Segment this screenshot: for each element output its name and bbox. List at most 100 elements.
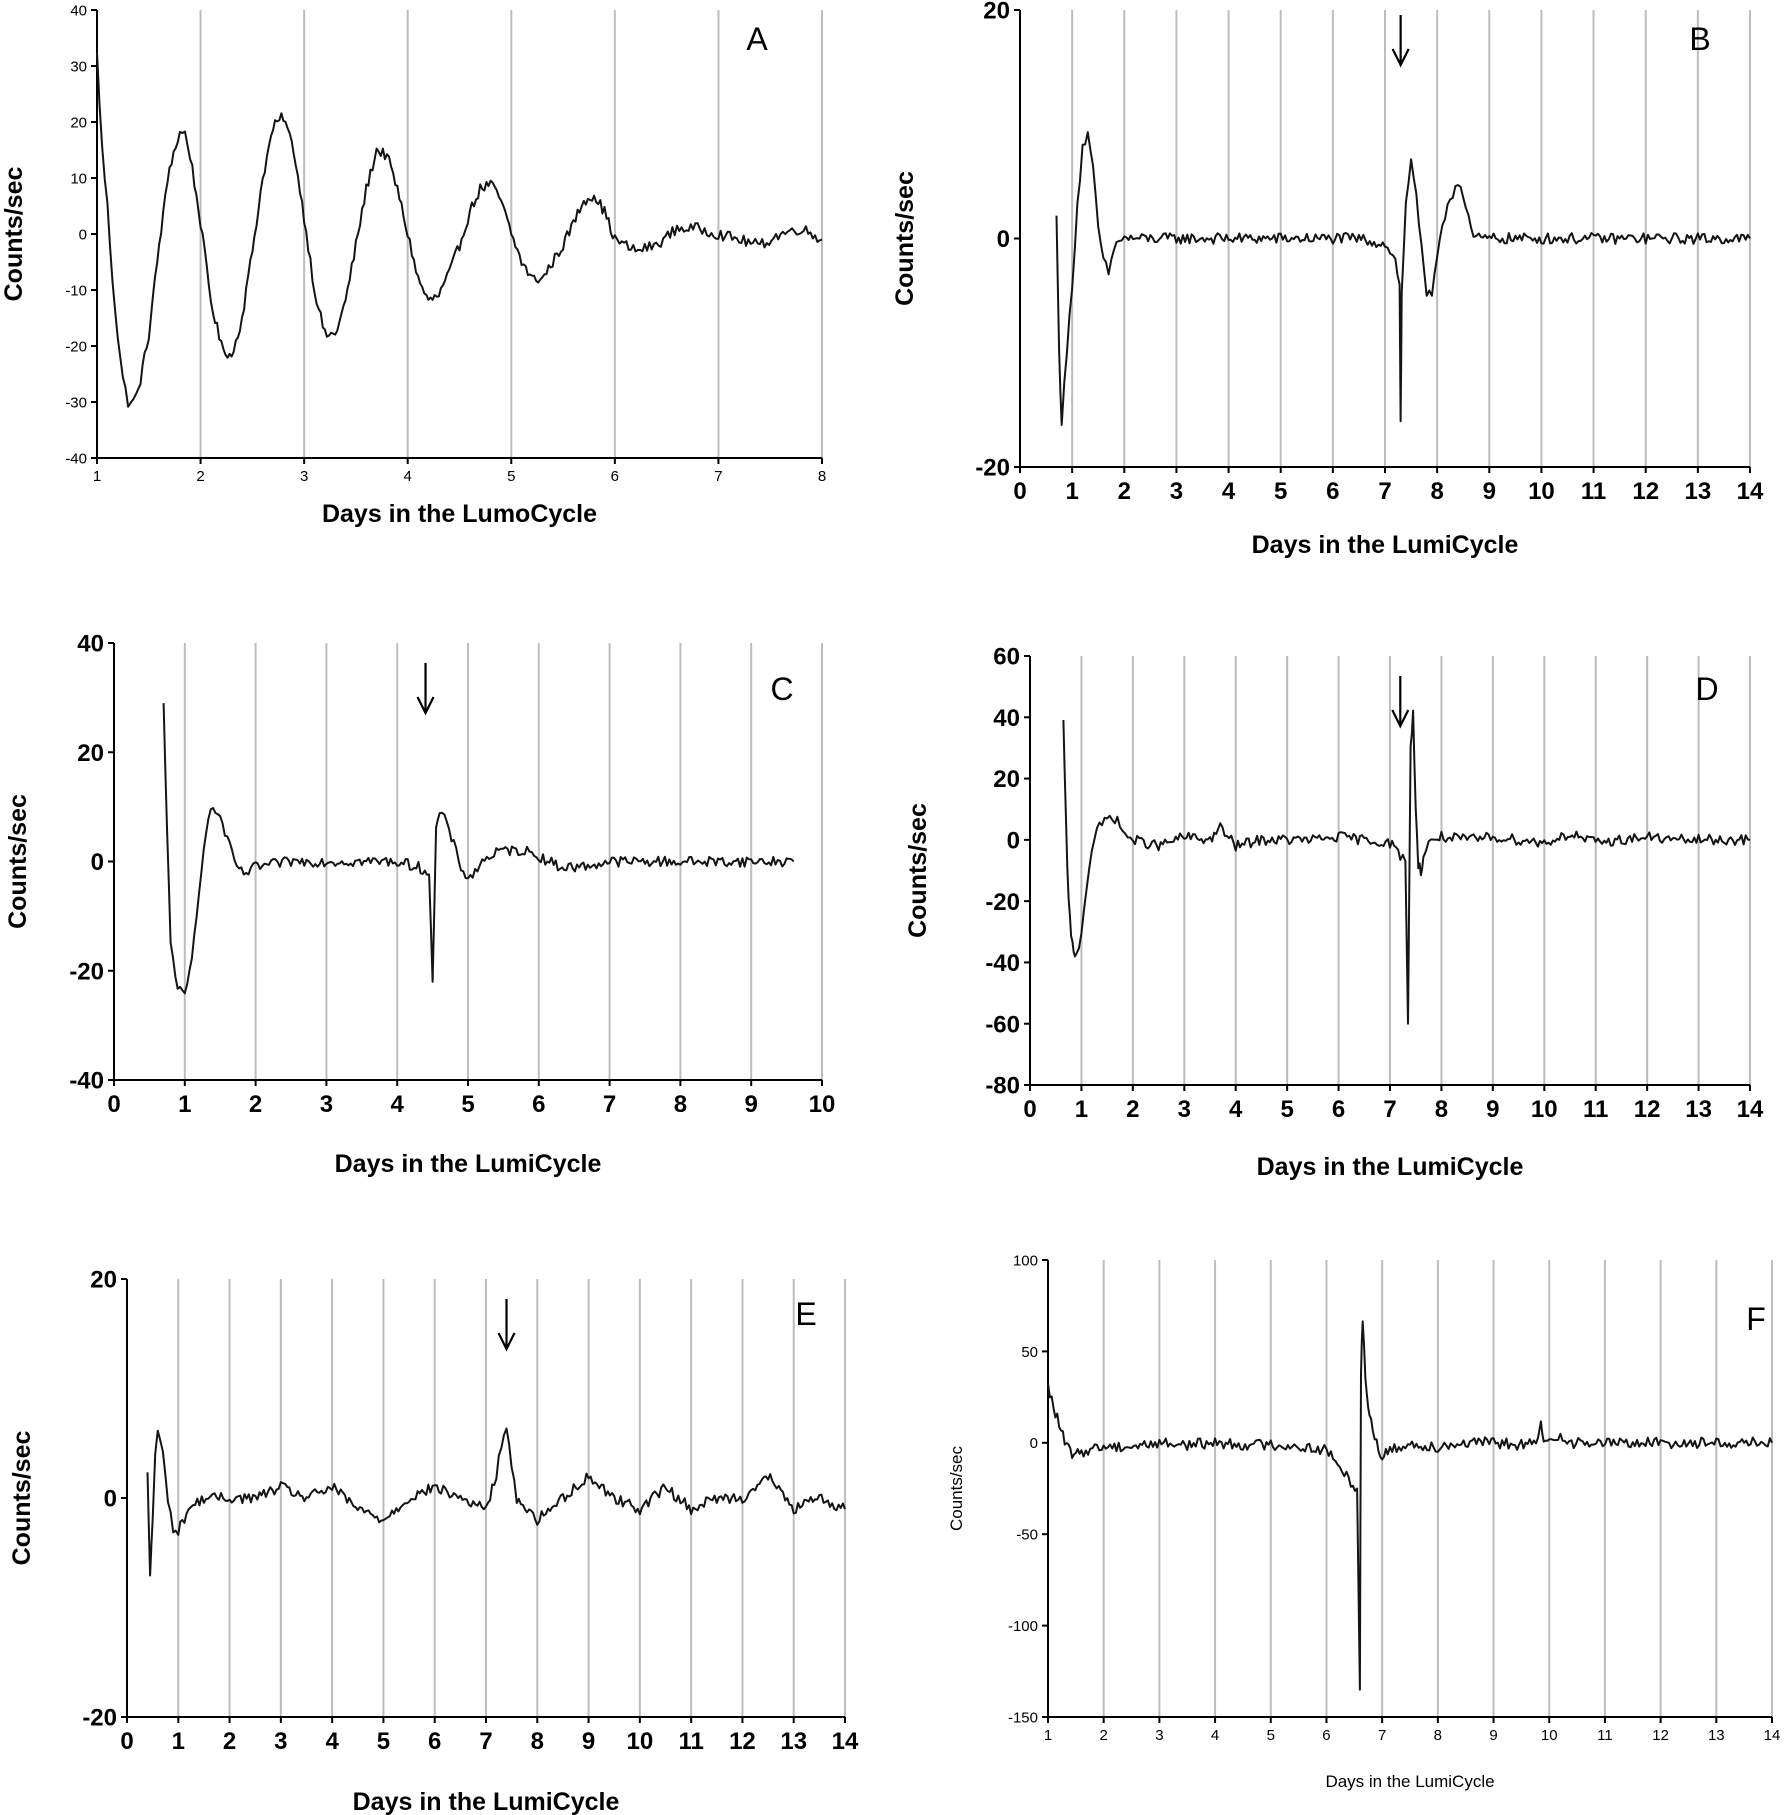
x-tick-label: 12 (1634, 1096, 1661, 1123)
x-tick-label: 4 (1229, 1096, 1243, 1123)
x-tick-label: 11 (678, 1728, 703, 1755)
x-tick-label: 2 (249, 1091, 262, 1118)
x-tick-label: 12 (1652, 1727, 1669, 1744)
x-tick-label: 10 (627, 1728, 654, 1755)
y-tick-label: 0 (1007, 827, 1020, 854)
x-tick-label: 0 (1013, 478, 1026, 505)
x-tick-label: 3 (300, 468, 308, 485)
x-axis-title: Days in the LumiCycle (1325, 1772, 1494, 1791)
x-tick-label: 6 (611, 468, 619, 485)
x-tick-label: 8 (1435, 1096, 1448, 1123)
y-tick-label: 100 (1013, 1252, 1038, 1269)
x-axis-title: Days in the LumoCycle (322, 500, 597, 528)
x-tick-label: 7 (1378, 478, 1391, 505)
x-tick-label: 7 (1378, 1727, 1386, 1744)
panel-a: -40 -30 -20 -10 0 10 20 30 40 1 2 3 4 5 6 7 8 Days in the… (0, 2, 826, 528)
x-tick-label: 11 (1583, 1096, 1608, 1123)
series-line (96, 52, 823, 408)
treatment-arrow (1391, 676, 1410, 729)
y-tick-label: -40 (69, 1068, 104, 1095)
treatment-arrow (1391, 15, 1410, 68)
y-axis-title: Counts/sec (947, 1445, 966, 1531)
y-tick-label: 40 (70, 2, 87, 19)
x-tick-label: 7 (603, 1091, 616, 1118)
treatment-arrow (497, 1299, 516, 1352)
x-tick-label: 3 (1155, 1727, 1163, 1744)
x-tick-label: 10 (1528, 478, 1555, 505)
x-tick-label: 11 (1581, 478, 1606, 505)
panel-letter: B (1689, 21, 1710, 57)
x-tick-label: 4 (391, 1091, 405, 1118)
x-tick-label: 0 (107, 1091, 120, 1118)
x-tick-label: 10 (1531, 1096, 1558, 1123)
y-tick-label: -50 (1016, 1527, 1038, 1544)
x-tick-label: 3 (274, 1728, 287, 1755)
series-line (1055, 131, 1751, 426)
x-tick-label: 12 (729, 1728, 756, 1755)
x-tick-label: 4 (1211, 1727, 1219, 1744)
y-axis-title: Counts/sec (4, 794, 32, 929)
x-tick-label: 12 (1632, 478, 1659, 505)
x-tick-label: 5 (1267, 1727, 1275, 1744)
y-tick-label: 0 (1030, 1435, 1038, 1452)
x-tick-label: 5 (507, 468, 515, 485)
x-tick-label: 2 (1126, 1096, 1139, 1123)
x-tick-label: 7 (1383, 1096, 1396, 1123)
series-line (1062, 709, 1751, 1025)
x-tick-label: 1 (172, 1728, 185, 1755)
x-tick-label: 6 (1332, 1096, 1345, 1123)
y-tick-label: 0 (104, 1486, 117, 1513)
x-tick-label: 10 (809, 1091, 836, 1118)
y-tick-label: -80 (985, 1073, 1020, 1100)
x-axis-title: Days in the LumiCycle (335, 1150, 602, 1178)
x-tick-label: 6 (1326, 478, 1339, 505)
x-tick-label: 7 (479, 1728, 492, 1755)
x-tick-label: 13 (1685, 478, 1712, 505)
y-tick-label: -20 (69, 958, 104, 985)
x-tick-label: 4 (404, 468, 412, 485)
x-axis-title: Days in the LumiCycle (1257, 1153, 1524, 1181)
x-tick-label: 8 (1430, 478, 1443, 505)
x-tick-label: 7 (714, 468, 722, 485)
x-tick-label: 14 (1737, 1096, 1764, 1123)
y-axis-title: Counts/sec (904, 803, 932, 938)
x-tick-label: 9 (1483, 478, 1496, 505)
x-tick-label: 8 (531, 1728, 544, 1755)
y-tick-label: 20 (993, 766, 1020, 793)
panel-letter: E (795, 1296, 816, 1332)
x-tick-label: 8 (818, 468, 826, 485)
x-tick-label: 5 (1280, 1096, 1293, 1123)
y-tick-label: 40 (77, 631, 104, 658)
panel-letter: F (1746, 1301, 1766, 1337)
y-tick-label: 10 (70, 170, 87, 187)
y-tick-label: -10 (65, 282, 87, 299)
y-tick-label: 20 (90, 1267, 117, 1294)
x-axis-title: Days in the LumiCycle (1252, 531, 1519, 559)
y-tick-label: -40 (65, 450, 87, 467)
y-tick-label: 60 (993, 644, 1020, 671)
x-tick-label: 1 (178, 1091, 191, 1118)
y-tick-label: 20 (983, 0, 1010, 25)
x-tick-label: 9 (1486, 1096, 1499, 1123)
x-tick-label: 13 (1708, 1727, 1725, 1744)
x-tick-label: 4 (325, 1728, 339, 1755)
x-tick-label: 14 (1764, 1727, 1781, 1744)
x-tick-label: 0 (120, 1728, 133, 1755)
y-axis-title: Counts/sec (0, 167, 28, 302)
x-tick-label: 8 (1434, 1727, 1442, 1744)
x-tick-label: 2 (196, 468, 204, 485)
x-tick-label: 3 (1170, 478, 1183, 505)
x-tick-label: 10 (1541, 1727, 1558, 1744)
y-tick-label: 0 (79, 226, 87, 243)
x-tick-label: 5 (377, 1728, 390, 1755)
x-tick-label: 14 (1737, 478, 1764, 505)
series-line (1047, 1320, 1773, 1691)
panel-letter: D (1695, 671, 1718, 707)
series-line (162, 703, 795, 995)
x-tick-label: 6 (1322, 1727, 1330, 1744)
y-tick-label: -20 (975, 455, 1010, 482)
